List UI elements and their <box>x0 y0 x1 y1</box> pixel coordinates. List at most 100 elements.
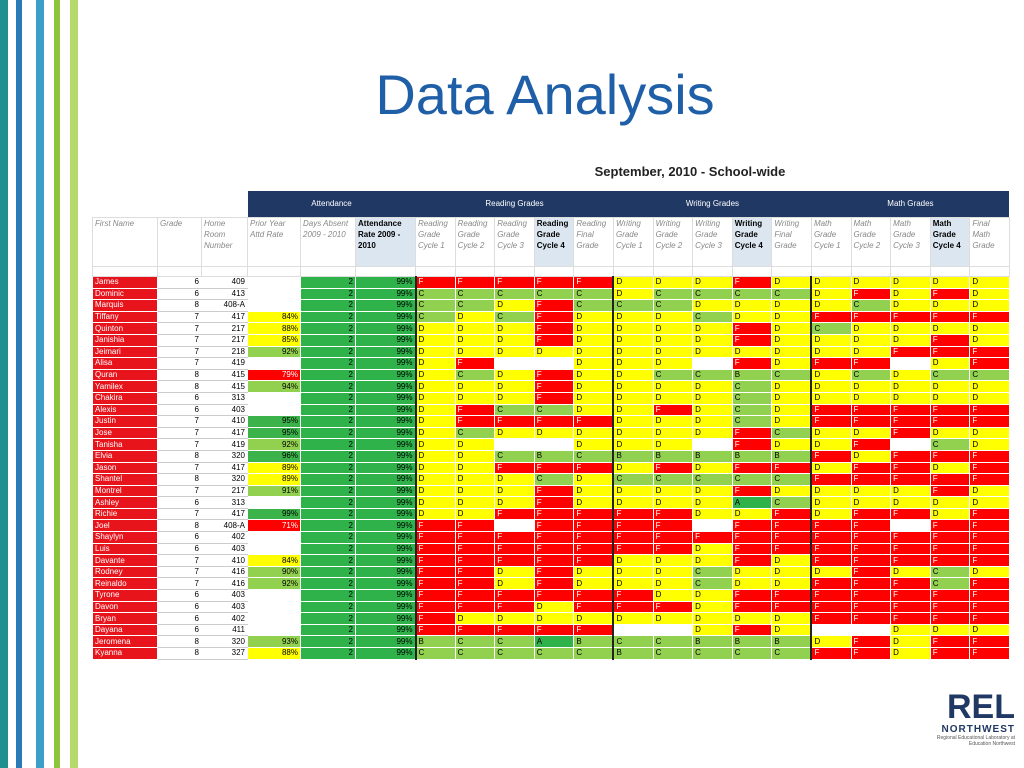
grade-cell: C <box>771 426 812 440</box>
grade-cell: D <box>692 403 733 417</box>
grade-cell: F <box>533 310 575 324</box>
cell: 99% <box>355 542 416 556</box>
grade-cell: C <box>692 577 733 591</box>
grade-cell: D <box>612 380 654 393</box>
cell: 415 <box>201 380 248 393</box>
grade-cell: D <box>890 322 931 335</box>
grade-cell: F <box>533 554 575 567</box>
blank <box>573 266 614 277</box>
grade-cell: D <box>771 357 812 370</box>
grade-cell: D <box>454 496 496 509</box>
grade-cell: D <box>929 461 971 475</box>
grade-cell: D <box>771 333 812 347</box>
column-header: Final Math Grade <box>969 217 1010 267</box>
logo: REL NORTHWEST Regional Educational Labor… <box>920 690 1015 747</box>
cell: 2 <box>300 473 356 486</box>
grade-cell: D <box>414 449 456 463</box>
grade-cell: D <box>573 391 614 405</box>
grade-cell: B <box>692 635 733 648</box>
cell: 403 <box>201 542 248 556</box>
grade-cell: D <box>850 276 892 289</box>
grade-cell: F <box>850 542 892 556</box>
grade-cell: D <box>612 403 654 417</box>
cell: 415 <box>201 368 248 382</box>
cell: Marquis <box>92 299 158 312</box>
grade-cell: F <box>810 531 852 544</box>
cell: 99% <box>355 473 416 486</box>
grade-cell: F <box>731 322 773 335</box>
grade-cell: F <box>929 333 971 347</box>
grade-cell: B <box>533 449 575 463</box>
grade-cell: C <box>533 403 575 417</box>
cell <box>247 600 301 614</box>
grade-cell: C <box>771 647 812 660</box>
cell: 313 <box>201 391 248 405</box>
grade-cell: D <box>692 426 733 440</box>
cell: 99% <box>355 461 416 475</box>
grade-cell: C <box>850 299 892 312</box>
cell: 99% <box>355 519 416 533</box>
grade-cell: F <box>850 519 892 533</box>
grade-cell: D <box>573 322 614 335</box>
grade-cell: F <box>533 333 575 347</box>
grade-cell: D <box>454 333 496 347</box>
cell: 7 <box>157 357 202 370</box>
grade-cell: D <box>810 426 852 440</box>
cell: 99% <box>355 287 416 301</box>
grade-cell: F <box>969 554 1010 567</box>
cell <box>247 299 301 312</box>
grade-cell: F <box>612 507 654 521</box>
grade-cell: F <box>533 461 575 475</box>
cell: Joel <box>92 519 158 533</box>
grade-cell: D <box>573 438 614 451</box>
grade-cell: F <box>692 531 733 544</box>
grade-cell: C <box>454 426 496 440</box>
column-header: Writing Grade Cycle 3 <box>692 217 733 267</box>
grade-cell: F <box>731 438 773 451</box>
cell: 99% <box>355 333 416 347</box>
grade-cell: F <box>533 542 575 556</box>
cell: 85% <box>247 333 301 347</box>
grade-cell: D <box>969 287 1010 301</box>
grade-cell: B <box>612 647 654 660</box>
grade-cell: F <box>969 531 1010 544</box>
grade-cell: C <box>454 299 496 312</box>
grade-cell: D <box>771 554 812 567</box>
grade-cell: C <box>652 368 694 382</box>
grade-cell: C <box>692 310 733 324</box>
cell: 7 <box>157 461 202 475</box>
grade-cell: F <box>850 287 892 301</box>
cell <box>247 612 301 625</box>
cell: 417 <box>201 507 248 521</box>
grade-cell: D <box>969 380 1010 393</box>
grade-cell: D <box>890 333 931 347</box>
cell: 2 <box>300 519 356 533</box>
grade-cell: D <box>969 484 1010 498</box>
grade-cell: C <box>692 473 733 486</box>
cell: 91% <box>247 484 301 498</box>
grade-cell: F <box>652 600 694 614</box>
grade-cell: D <box>890 496 931 509</box>
cell: 99% <box>355 391 416 405</box>
cell: Quran <box>92 368 158 382</box>
cell <box>247 589 301 602</box>
grade-cell: F <box>810 449 852 463</box>
column-header: Grade <box>157 217 202 267</box>
cell: Jason <box>92 461 158 475</box>
cell: 6 <box>157 391 202 405</box>
stripe <box>70 0 78 768</box>
grade-cell: D <box>731 299 773 312</box>
cell: 88% <box>247 647 301 660</box>
grade-cell: F <box>533 496 575 509</box>
grade-cell: F <box>850 554 892 567</box>
grade-cell: F <box>969 577 1010 591</box>
grade-cell: D <box>612 357 654 370</box>
grade-cell: F <box>810 403 852 417</box>
cell: 2 <box>300 333 356 347</box>
cell: Jeromena <box>92 635 158 648</box>
grade-cell: D <box>454 473 496 486</box>
grade-cell: D <box>890 299 931 312</box>
grade-cell: D <box>414 357 456 370</box>
cell: 2 <box>300 368 356 382</box>
grade-cell: D <box>692 542 733 556</box>
